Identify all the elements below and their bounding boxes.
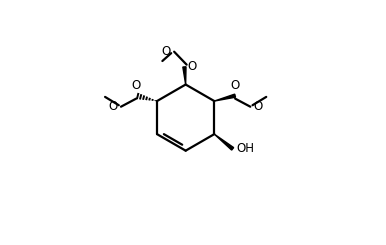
Text: O: O (254, 100, 263, 113)
Polygon shape (214, 134, 234, 150)
Text: O: O (230, 79, 240, 93)
Text: OH: OH (236, 142, 254, 155)
Polygon shape (183, 67, 186, 85)
Polygon shape (214, 94, 235, 101)
Text: O: O (132, 79, 141, 93)
Text: O: O (108, 100, 118, 113)
Text: O: O (187, 60, 196, 74)
Text: O: O (161, 45, 171, 58)
